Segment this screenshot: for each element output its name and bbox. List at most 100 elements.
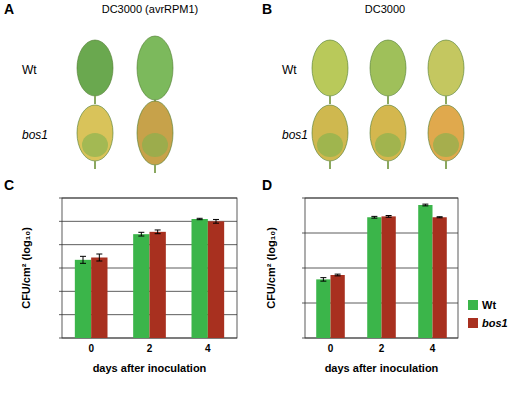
tick-mark [302,338,305,339]
error-bar [422,204,428,206]
leaf [370,40,406,96]
error-cap [386,215,392,216]
error-bar [386,216,392,218]
legend-swatch [468,318,478,328]
tick-mark [59,268,62,269]
error-cap [371,218,377,219]
plot-frame [305,198,458,338]
tick-mark [59,244,62,245]
row-label: Wt [282,63,297,77]
panel-label: A [4,1,14,17]
petiole [94,96,96,104]
x-axis-label: days after inoculation [93,362,207,374]
error-cap [213,223,219,224]
error-bar [320,278,326,282]
petiole [387,96,389,104]
tick-label: 4 [430,343,436,354]
tick-label: 0 [88,343,94,354]
error-cap [213,219,219,220]
bar [367,217,381,338]
bar [208,221,224,338]
leaf-green-part [82,133,108,157]
error-cap [96,254,102,255]
photo-title: DC3000 (avrRPM1) [102,3,199,15]
error-cap [138,236,144,237]
tick-mark [302,233,305,234]
error-cap [422,205,428,206]
panel-label: C [4,177,14,193]
error-cap [96,261,102,262]
tick-label: 4 [205,343,211,354]
error-bar [80,256,86,263]
petiole [94,161,96,169]
chart: D024days after inoculationCFU/cm² (log₁₀… [262,177,508,374]
error-bar [213,219,219,223]
error-cap [437,217,443,218]
leaf [428,105,464,161]
error-bar [437,217,443,218]
leaf [137,36,173,100]
error-cap [80,256,86,257]
error-bar [155,230,161,234]
error-cap [335,274,341,275]
figure: A DC3000 (avrRPM1) Wt bos1 B DC3000 Wt bos1 C 0 2 4… [0,0,512,394]
tick-mark [59,338,62,339]
leaf [428,40,464,96]
y-axis-label: CFU/cm² (log₁₀) [20,227,32,309]
error-cap [320,281,326,282]
leaf-green-part [142,133,168,157]
error-cap [155,229,161,230]
error-cap [386,217,392,218]
panel-label: D [262,177,272,193]
legend-label: Wt [482,299,496,311]
bar [150,232,166,338]
tick-mark [59,314,62,315]
error-cap [197,219,203,220]
photo-title: DC3000 [365,3,405,15]
error-bar [138,232,144,236]
error-stem [99,254,100,261]
bar [316,279,330,338]
bar [75,260,91,338]
row-label: Wt [22,63,37,77]
bar [91,258,107,339]
petiole [154,165,156,173]
row-label: bos1 [282,128,308,142]
marks [75,218,224,338]
tick-mark [302,198,305,199]
bar [382,216,396,338]
error-cap [80,263,86,264]
legend-swatch [468,300,478,310]
petiole [329,96,331,104]
error-cap [422,204,428,205]
error-stem [323,278,324,282]
error-bar [335,274,341,276]
error-cap [155,233,161,234]
leaf [312,40,348,96]
error-bar [197,218,203,219]
petiole [387,161,389,169]
y-axis-label: CFU/cm² (log₁₀) [265,227,277,309]
error-stem [141,232,142,236]
row-label: bos1 [22,128,48,142]
error-cap [437,216,443,217]
bar [192,219,208,338]
error-cap [371,216,377,217]
panel-label: B [262,1,272,17]
plot-frame [62,198,237,338]
leaf-green-part [433,133,459,157]
error-cap [138,232,144,233]
bar [433,217,447,338]
bar [418,205,432,338]
leaf [312,105,348,161]
bar [133,234,149,338]
tick-mark [59,198,62,199]
leaf-green-part [317,133,343,157]
tick-label: 2 [379,343,385,354]
leaf-green-part [375,133,401,157]
leaf [77,40,113,96]
tick-mark [59,221,62,222]
error-cap [197,218,203,219]
error-stem [83,256,84,263]
leaf [370,105,406,161]
